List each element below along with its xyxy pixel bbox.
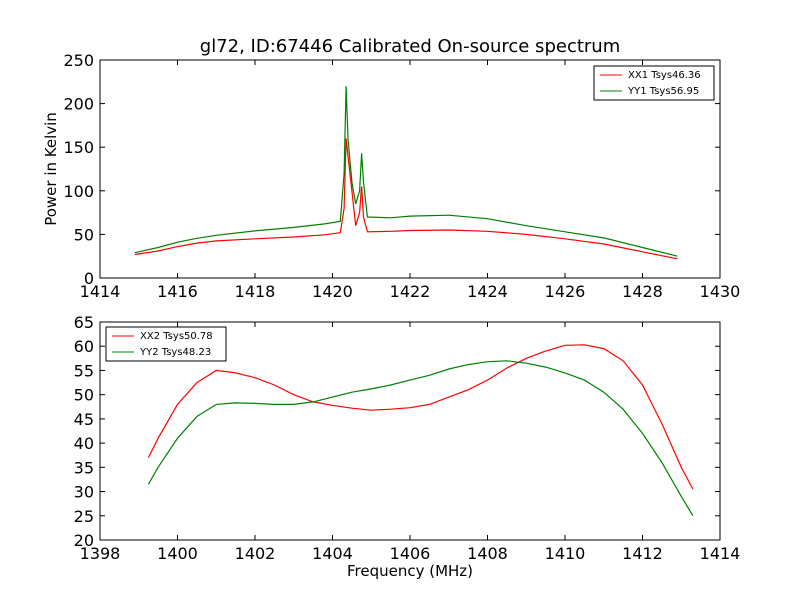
- top-legend: XX1 Tsys46.36 YY1 Tsys56.95: [593, 65, 715, 101]
- bottom-ytick-label: 60: [74, 337, 94, 356]
- top-xtick-label: 1430: [700, 282, 741, 301]
- bottom-ytick-label: 20: [74, 531, 94, 550]
- figure-title: gl72, ID:67446 Calibrated On-source spec…: [200, 36, 620, 57]
- top-xtick-label: 1416: [157, 282, 198, 301]
- bottom-xtick-label: 1400: [157, 544, 198, 563]
- bottom-plot-lines: [147, 344, 694, 517]
- top-ytick-label: 250: [63, 51, 94, 70]
- bottom-xtick-label: 1402: [235, 544, 276, 563]
- bottom-xtick-label: 1406: [390, 544, 431, 563]
- bottom-ytick-label: 45: [74, 410, 94, 429]
- top-ytick-label: 200: [63, 95, 94, 114]
- top-xtick-label: 1420: [312, 282, 353, 301]
- top-series-line-0: [134, 138, 678, 260]
- top-plot-lines: [134, 86, 678, 260]
- bottom-ytick-label: 30: [74, 483, 94, 502]
- top-ytick-label: 0: [84, 269, 94, 288]
- bottom-legend-box: [105, 326, 227, 362]
- top-legend-box: [593, 65, 715, 101]
- bottom-xtick-label: 1414: [700, 544, 741, 563]
- bottom-xtick-label: 1410: [545, 544, 586, 563]
- bottom-legend: XX2 Tsys50.78 YY2 Tsys48.23: [105, 326, 227, 362]
- top-ytick-label: 50: [74, 225, 94, 244]
- figure-xlabel: Frequency (MHz): [347, 562, 473, 580]
- top-xtick-label: 1428: [622, 282, 663, 301]
- top-ylabel: Power in Kelvin: [42, 112, 60, 226]
- bottom-ytick-label: 50: [74, 386, 94, 405]
- bottom-legend-label-yy2: YY2 Tsys48.23: [139, 347, 211, 358]
- top-ytick-label: 100: [63, 182, 94, 201]
- bottom-xtick-label: 1408: [467, 544, 508, 563]
- bottom-legend-label-xx2: XX2 Tsys50.78: [140, 331, 213, 342]
- top-series-line-1: [134, 86, 678, 257]
- bottom-ytick-label: 65: [74, 313, 94, 332]
- bottom-xtick-label: 1398: [80, 544, 121, 563]
- top-ytick-label: 150: [63, 138, 94, 157]
- top-xtick-label: 1418: [235, 282, 276, 301]
- top-legend-label-xx1: XX1 Tsys46.36: [628, 70, 701, 81]
- bottom-spectrum-panel: 1398 1400 1402 1404 1406 1408 1410 1412 1414 20 25…: [74, 313, 741, 563]
- bottom-series-line-0: [147, 344, 694, 490]
- bottom-xtick-label: 1404: [312, 544, 353, 563]
- bottom-xtick-label: 1412: [622, 544, 663, 563]
- top-xtick-label: 1422: [390, 282, 431, 301]
- bottom-ytick-label: 25: [74, 507, 94, 526]
- top-axis-ticks: 1414 1416 1418 1420 1422 1424 1426 1428 1430 0 50 1…: [63, 51, 740, 301]
- top-legend-label-yy1: YY1 Tsys56.95: [627, 86, 699, 97]
- bottom-series-line-1: [147, 360, 694, 517]
- bottom-ytick-label: 35: [74, 458, 94, 477]
- top-spectrum-panel: 1414 1416 1418 1420 1422 1424 1426 1428 1430 0 50 1…: [42, 51, 740, 301]
- bottom-ytick-label: 55: [74, 361, 94, 380]
- bottom-ytick-label: 40: [74, 434, 94, 453]
- bottom-axis-ticks: 1398 1400 1402 1404 1406 1408 1410 1412 1414 20 25…: [74, 313, 741, 563]
- top-xtick-label: 1424: [467, 282, 508, 301]
- top-xtick-label: 1426: [545, 282, 586, 301]
- top-xtick-label: 1414: [80, 282, 121, 301]
